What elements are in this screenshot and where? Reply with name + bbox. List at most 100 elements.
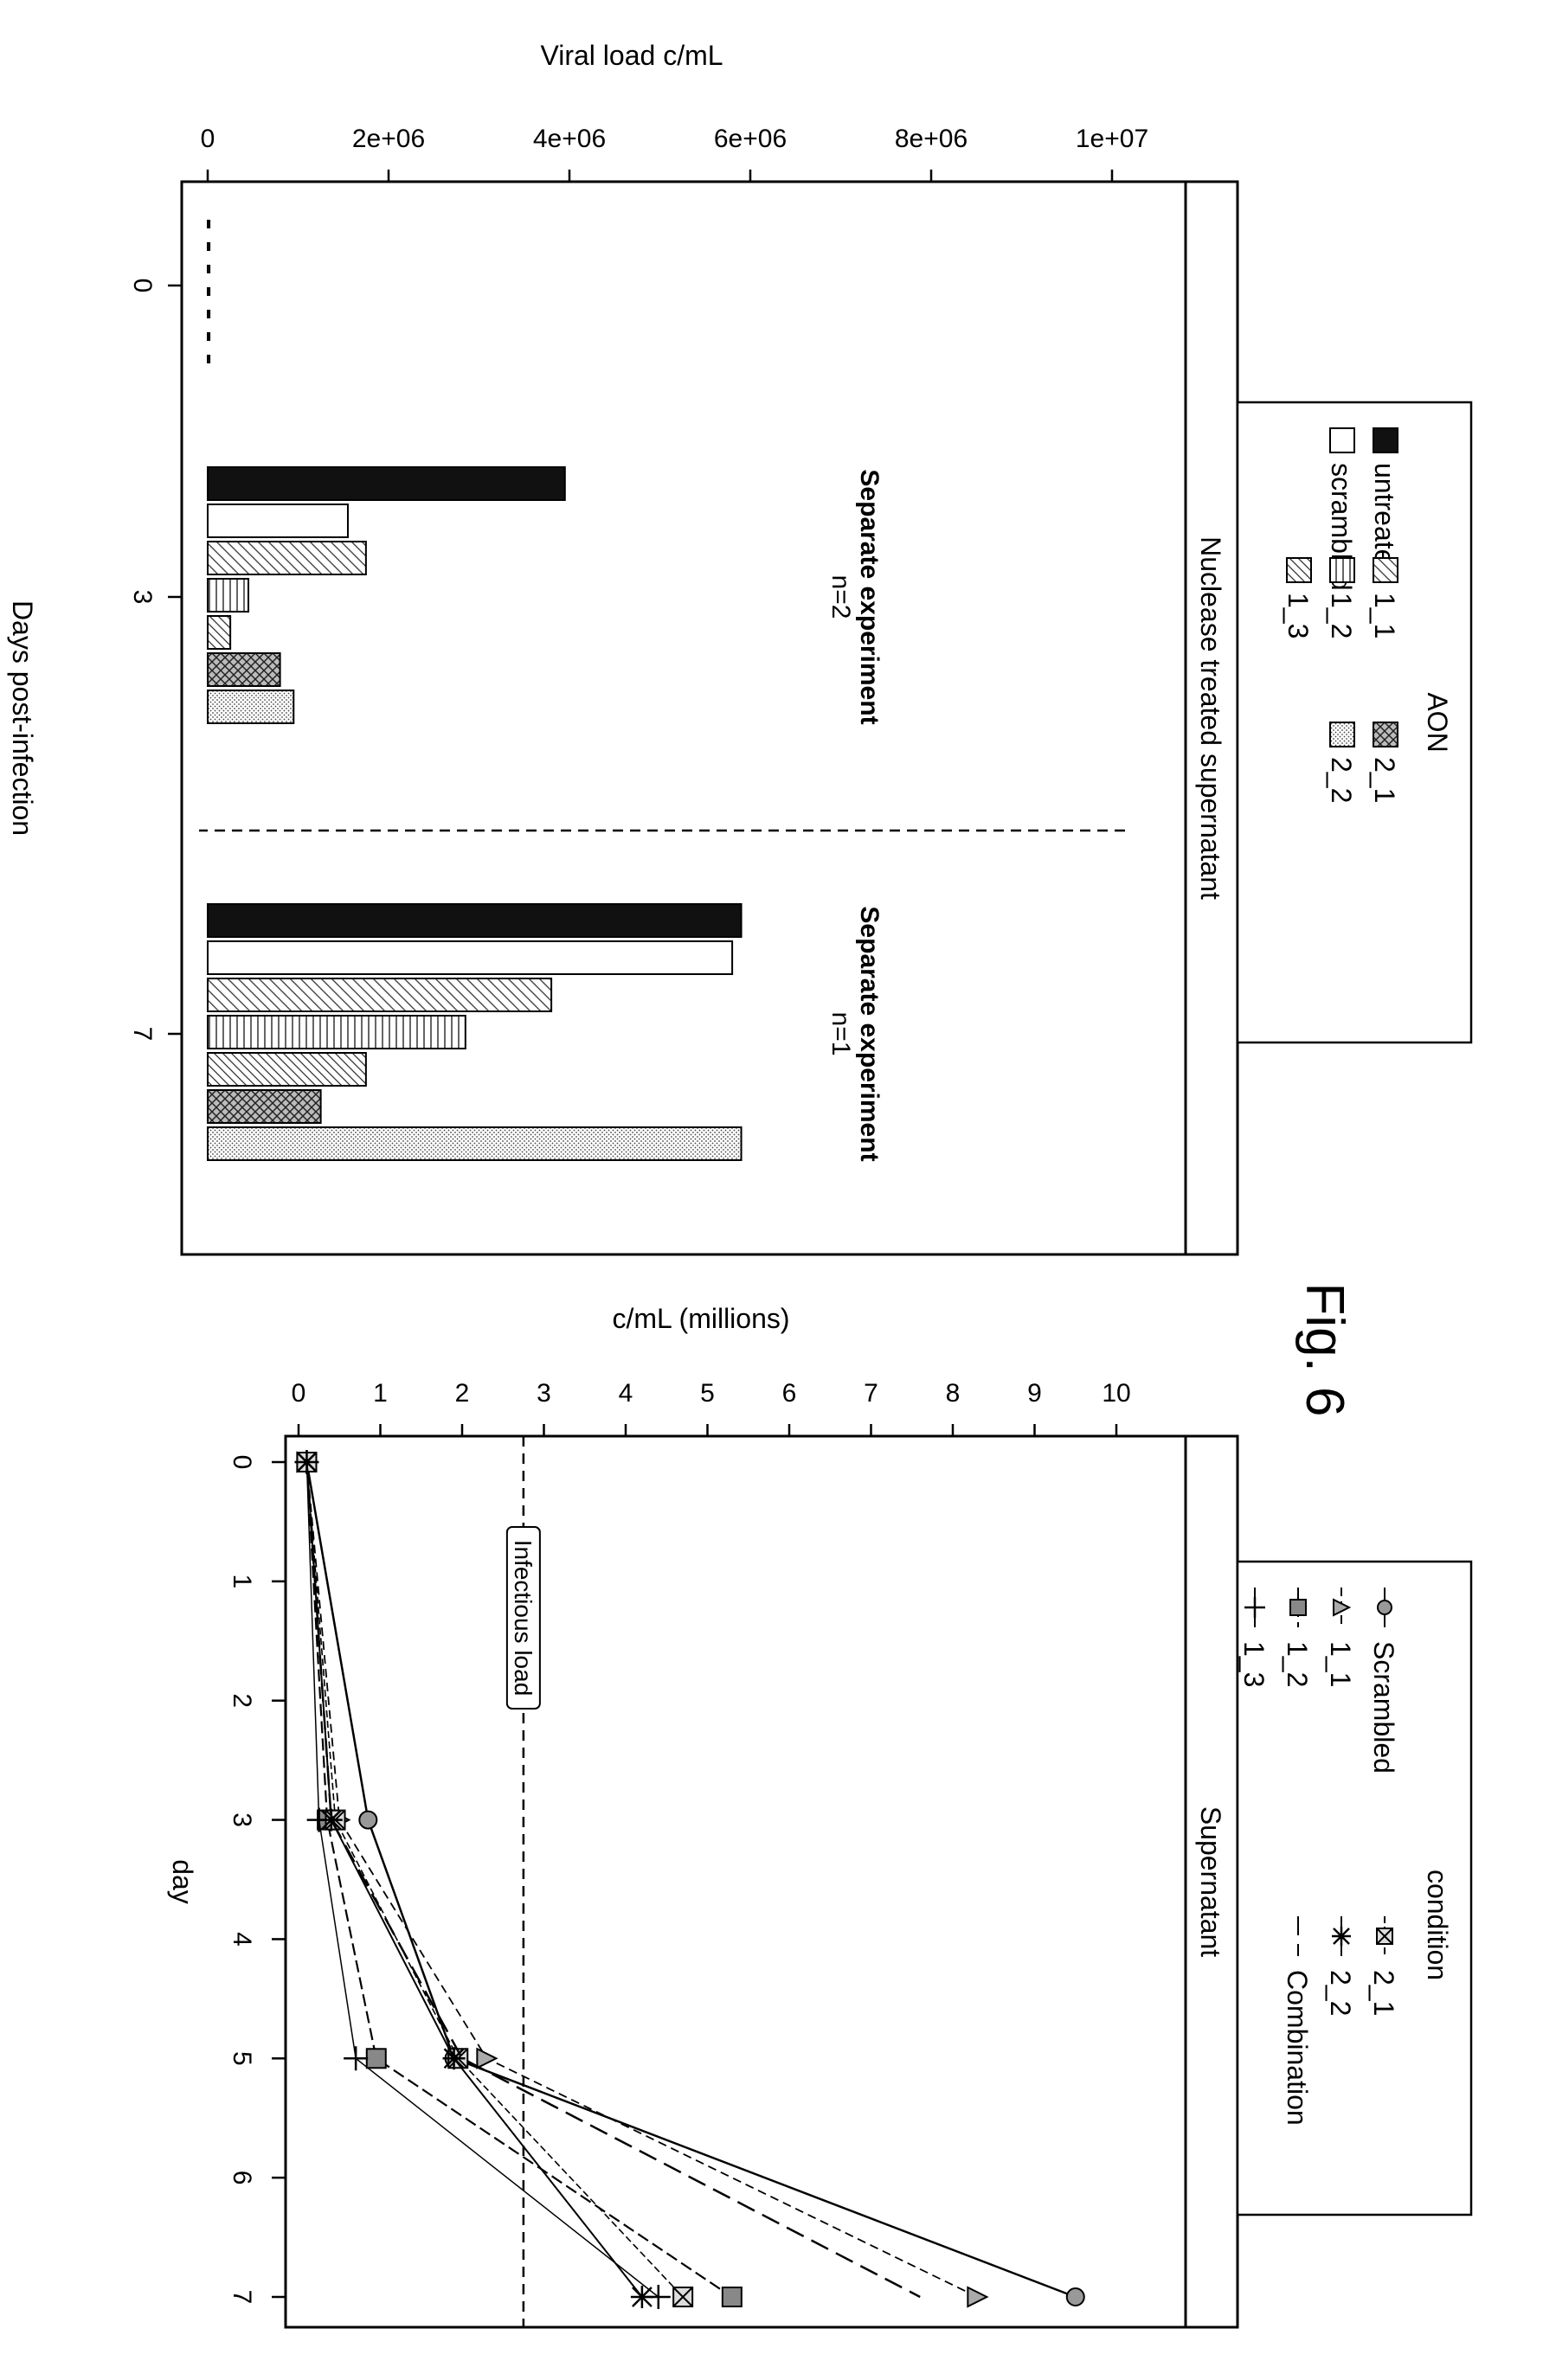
bar-1-3-day-7 [207, 1052, 367, 1087]
bar-panel-title: Nuclease treated supernatant [1195, 536, 1226, 900]
infectious-load-label: Infectious load [510, 1540, 537, 1697]
annotation-subtitle: n=1 [826, 1012, 855, 1056]
line-y-tick-label: 5 [700, 1379, 715, 1408]
line-x-tick-label: 6 [228, 2171, 256, 2185]
figure-label: Fig. 6 [1295, 1282, 1354, 1416]
legend-marker-1-1 [1333, 1598, 1352, 1617]
bar-y-tick-label: 0 [201, 125, 215, 153]
bar-1-1-day-0 [206, 265, 211, 273]
bar-x-tick-label: 7 [128, 1027, 157, 1042]
line-y-tick-label: 3 [537, 1379, 551, 1408]
bar-x-tick-label: 0 [128, 279, 157, 293]
series-line-scrambled [305, 1461, 1077, 2299]
bar-untreated-day-0 [206, 220, 211, 228]
line-x-axis-label: day [167, 1859, 198, 1904]
legend-label-1-1: 1_1 [1325, 1641, 1356, 1687]
bar-x-axis-label: Days post-infection [7, 600, 38, 836]
bar-y-tick-label: 2e+06 [352, 125, 425, 153]
annotation-title: Separate experiment [855, 906, 884, 1161]
aon-legend-title: AON [1422, 692, 1453, 752]
line-x-tick-label: 0 [228, 1455, 256, 1470]
bar-scrambled-day-0 [206, 242, 211, 251]
line-x-tick-label: 5 [228, 2051, 256, 2066]
legend-label-1-3: 1_3 [1238, 1641, 1270, 1687]
legend-label-2-1: 2_1 [1369, 757, 1400, 803]
legend-swatch-scrambled [1329, 427, 1355, 453]
legend-marker-2-1 [1376, 1928, 1393, 1945]
legend-marker-scrambled [1377, 1600, 1392, 1615]
bar-1-3-day-3 [207, 615, 232, 650]
legend-marker-1-3 [1244, 1597, 1265, 1618]
point-2-1-day-7 [672, 2287, 694, 2307]
line-x-tick-label: 1 [228, 1575, 256, 1589]
point-1-3-day-5 [344, 2046, 369, 2071]
line-panel-title: Supernatant [1195, 1806, 1226, 1957]
legend-swatch-1-3 [1286, 557, 1312, 583]
legend-label-2-2: 2_2 [1326, 757, 1357, 803]
point-1-1-day-5 [476, 2047, 498, 2069]
bar-scrambled-day-7 [207, 940, 734, 975]
line-plot-area: 0 1 2 3 4 5 6 7 0 1 2 3 4 5 6 7 8 9 10 Infectious load [228, 1379, 1131, 2327]
line-x-tick-label: 2 [228, 1693, 256, 1708]
bar-1-1-day-7 [206, 978, 553, 1012]
legend-label-1-2: 1_2 [1326, 593, 1357, 638]
bar-1-2-day-3 [207, 578, 250, 613]
line-x-tick-label: 3 [228, 1812, 256, 1827]
line-y-tick-label: 6 [782, 1379, 797, 1408]
bar-chart-panel: Nuclease treated supernatant 0 2e+06 4e+06… [7, 40, 1239, 1256]
point-1-1-day-7 [967, 2286, 989, 2308]
legend-label-2-2: 2_2 [1325, 1970, 1356, 2016]
bar-2-1-day-0 [206, 332, 211, 341]
bar-1-1-day-3 [207, 541, 367, 575]
legend-swatch-2-1 [1373, 722, 1398, 747]
line-y-tick-label: 10 [1102, 1379, 1130, 1408]
legend-label-1-1: 1_1 [1369, 593, 1400, 638]
bar-2-1-day-7 [207, 1089, 322, 1124]
condition-legend-title: condition [1422, 1870, 1453, 1980]
bar-y-tick-label: 4e+06 [533, 125, 606, 153]
point-2-2-day-5 [442, 2047, 466, 2070]
bar-y-tick-label: 1e+07 [1076, 125, 1148, 153]
legend-swatch-untreated [1373, 427, 1398, 453]
bar-x-tick-label: 3 [128, 590, 157, 605]
line-chart-panel: Supernatant 0 1 2 3 4 5 6 7 0 1 2 3 4 5 6 7 8 9 10 Infectio… [167, 1303, 1239, 2329]
bar-2-2-day-0 [206, 355, 211, 363]
point-2-2-day-3 [319, 1808, 343, 1832]
point-scrambled-day-3 [358, 1810, 378, 1830]
bar-2-1-day-3 [206, 652, 281, 687]
bar-untreated-day-7 [207, 903, 743, 938]
line-y-tick-label: 1 [373, 1379, 388, 1408]
legend-label-combination: Combination [1282, 1970, 1313, 2126]
bar-y-tick-label: 6e+06 [714, 125, 787, 153]
legend-label-1-2: 1_2 [1282, 1641, 1313, 1687]
line-x-tick-label: 4 [228, 1932, 256, 1947]
legend-marker-1-2 [1289, 1599, 1307, 1616]
point-1-2-day-7 [721, 2287, 743, 2307]
bar-untreated-day-3 [207, 466, 566, 501]
line-y-tick-label: 8 [946, 1379, 961, 1408]
bar-y-axis-label: Viral load c/mL [540, 40, 723, 71]
legend-marker-2-2 [1332, 1927, 1351, 1946]
bar-y-tick-label: 8e+06 [895, 125, 968, 153]
bar-1-2-day-0 [206, 287, 211, 296]
bar-2-2-day-3 [207, 690, 295, 724]
line-y-tick-label: 0 [292, 1379, 306, 1408]
series-line-combination [305, 1461, 921, 2299]
condition-legend-box [1236, 1560, 1473, 2216]
bar-plot-frame [180, 180, 1187, 1256]
bar-plot-area: 0 2e+06 4e+06 6e+06 8e+06 1e+07 0 3 7 Separate ex… [128, 125, 1148, 1162]
legend-label-scrambled: Scrambled [1368, 1641, 1399, 1774]
series-line-1-1 [305, 1461, 978, 2298]
line-y-axis-label: c/mL (millions) [612, 1303, 789, 1334]
line-x-tick-label: 7 [228, 2290, 256, 2305]
annotation-subtitle: n=2 [826, 575, 855, 619]
bar-1-2-day-7 [207, 1015, 466, 1049]
line-plot-frame [284, 1434, 1187, 2329]
line-y-tick-label: 2 [455, 1379, 470, 1408]
condition-legend: condition Scrambled 1_1 1_2 1_3 2_1 2_2 Combin… [1236, 1560, 1473, 2216]
infectious-load-label-box [505, 1526, 541, 1710]
series-line-1-3 [305, 1461, 659, 2298]
legend-swatch-1-2 [1329, 557, 1355, 583]
